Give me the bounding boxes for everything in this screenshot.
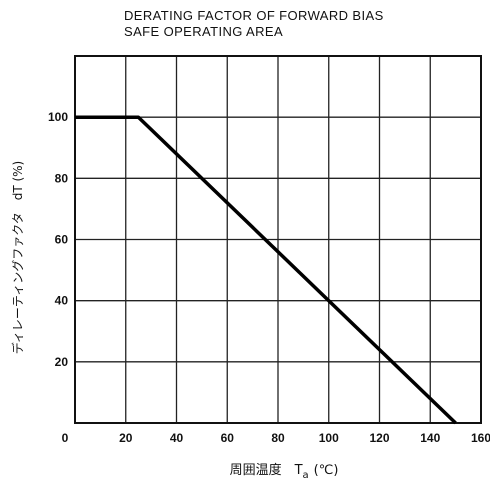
- derating-curve: [75, 115, 457, 425]
- x-tick-label: 80: [271, 431, 285, 445]
- y-tick-label: 20: [55, 355, 69, 369]
- chart-title-line-2: SAFE OPERATING AREA: [124, 24, 283, 39]
- x-tick-label: 40: [170, 431, 184, 445]
- y-axis-label: ディレーティングファクタ dT (%): [10, 161, 25, 355]
- x-tick-label: 60: [221, 431, 235, 445]
- x-axis-label-unit: (℃): [314, 463, 339, 478]
- y-tick-label: 100: [48, 110, 68, 124]
- x-tick-label: 120: [369, 431, 389, 445]
- plot-frame: [74, 55, 482, 424]
- x-tick-label: 20: [119, 431, 133, 445]
- y-tick-label: 40: [55, 294, 69, 308]
- chart-title-line-1: DERATING FACTOR OF FORWARD BIAS: [124, 8, 384, 23]
- x-tick-label: 140: [420, 431, 440, 445]
- x-tick-label: 160: [471, 431, 490, 445]
- x-axis-label: 周囲温度 Ta (℃): [230, 462, 339, 481]
- x-tick-label: 100: [319, 431, 339, 445]
- y-tick-label: 80: [55, 171, 69, 185]
- x-axis-label-subscript: a: [303, 470, 309, 481]
- y-tick-label: 60: [55, 233, 69, 247]
- x-axis-ticks: 0 20 40 60 80 100 120 140 160: [62, 431, 490, 445]
- grid: [75, 56, 481, 423]
- chart-title: DERATING FACTOR OF FORWARD BIAS SAFE OPE…: [124, 8, 384, 39]
- x-axis-label-text: 周囲温度 T: [230, 462, 303, 478]
- y-axis-label-text: ディレーティングファクタ dT (%): [10, 161, 25, 355]
- x-tick-label: 0: [62, 431, 69, 445]
- y-axis-ticks: 20 40 60 80 100: [48, 110, 68, 369]
